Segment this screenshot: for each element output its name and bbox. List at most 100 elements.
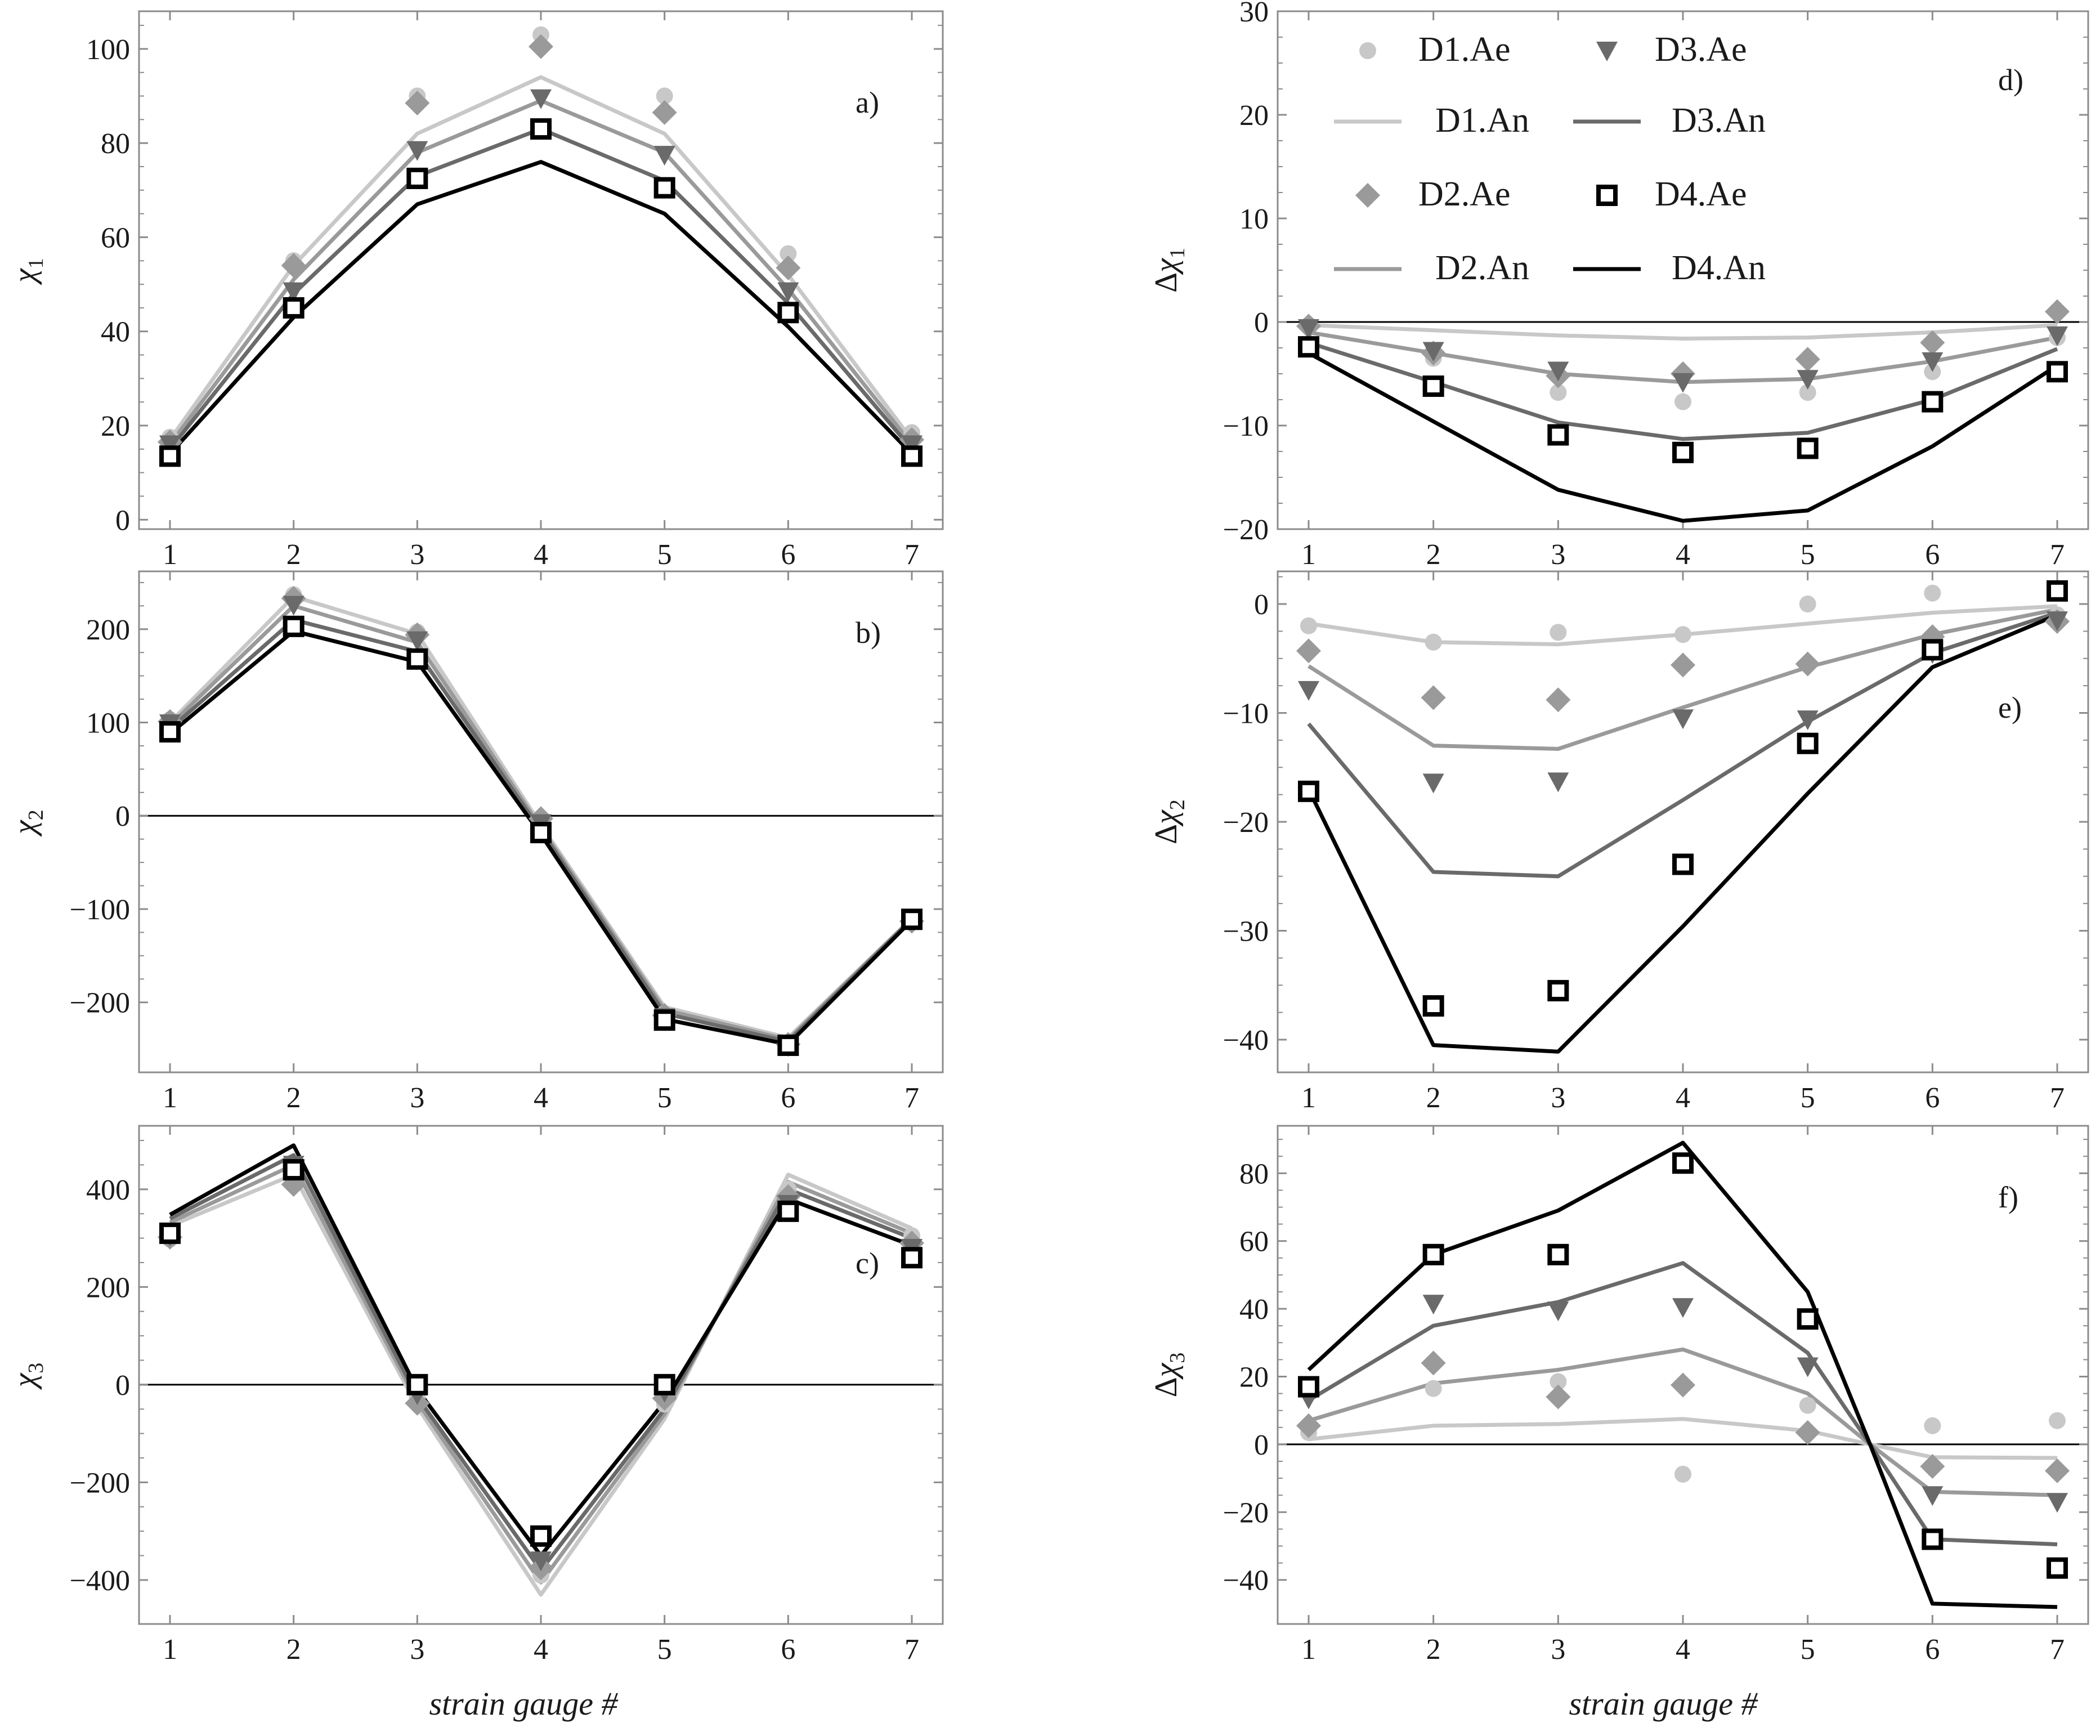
data-point-d2-ae [652, 100, 677, 125]
y-tick-label: −100 [70, 894, 130, 926]
plot-frame [1277, 570, 2089, 1073]
x-tick-label: 6 [781, 1634, 795, 1666]
legend-item-d2-an: D2.An [1334, 249, 1529, 287]
data-point-d4-ae [283, 615, 305, 637]
x-tick-label: 3 [1551, 1082, 1565, 1114]
data-point-d4-ae [283, 1159, 305, 1181]
y-axis-label: χ2 [7, 809, 48, 837]
data-point-d2-ae [1546, 687, 1571, 713]
x-tick-label: 3 [410, 539, 424, 571]
data-point-d3-ae [1422, 1295, 1444, 1315]
series-line-d1-an [1308, 323, 2058, 341]
data-point-d3-ae [159, 435, 181, 455]
y-tick-label: 20 [1239, 100, 1269, 132]
data-point-d3-ae [283, 596, 305, 616]
data-point-d2-ae [1296, 638, 1321, 664]
circle-marker-icon [1359, 42, 1376, 59]
x-tick-label: 6 [781, 539, 795, 571]
series-line-d1-an [1308, 1417, 2058, 1460]
data-point-d1-ae [1550, 624, 1567, 641]
y-axis-label: Δχ3 [1149, 1353, 1189, 1398]
data-point-d4-ae [1298, 336, 1319, 358]
data-point-d4-ae [1422, 995, 1444, 1017]
legend-label: D2.An [1435, 249, 1529, 287]
y-tick-label: 30 [1239, 0, 1269, 28]
data-point-d2-ae [1296, 1413, 1321, 1438]
data-point-d4-ae [406, 1373, 428, 1395]
data-point-d4-ae [1422, 1243, 1444, 1265]
y-tick-label: 0 [1254, 307, 1269, 339]
data-point-d4-ae [653, 1373, 675, 1395]
data-point-d2-ae [281, 253, 306, 278]
series-line-d3-an [169, 1153, 913, 1573]
data-point-d3-ae [283, 282, 305, 302]
legend-item-d1-an: D1.An [1334, 101, 1529, 140]
y-tick-label: 200 [86, 1272, 130, 1304]
x-tick-label: 5 [657, 1634, 672, 1666]
data-point-d3-ae [1547, 772, 1569, 793]
data-point-d4-ae [777, 302, 799, 324]
data-point-d1-ae [780, 245, 797, 262]
y-axis-label: Δχ1 [1149, 248, 1189, 293]
x-tick-label: 5 [657, 539, 672, 571]
x-tick-label: 6 [781, 1082, 795, 1114]
plot-frame [138, 10, 944, 530]
data-point-d4-ae [901, 909, 923, 930]
data-point-d3-ae [901, 435, 923, 455]
data-point-d4-ae [1797, 732, 1819, 754]
data-point-d4-ae [1922, 639, 1944, 661]
x-tick-label: 2 [286, 1082, 301, 1114]
chart-panel-a: 1 2 3 4 5 6 7 0 20 40 60 80 100 χ1 a) [7, 10, 944, 571]
x-tick-label: 6 [1925, 1082, 1940, 1114]
x-tick-label: 7 [905, 1634, 919, 1666]
data-point-d3-ae [1298, 681, 1319, 701]
data-point-d3-ae [2047, 326, 2068, 346]
chart-panel-e: 1 2 3 4 5 6 7 −40 −30 −20 −10 0 Δχ2 e) [1149, 570, 2089, 1114]
x-tick-label: 7 [2050, 1082, 2065, 1114]
data-point-d3-ae [1922, 352, 1944, 372]
x-tick-label: 7 [905, 1082, 919, 1114]
y-tick-label: 400 [86, 1174, 130, 1206]
x-tick-label: 1 [163, 1634, 177, 1666]
y-tick-label: 80 [101, 128, 130, 160]
x-tick-label: 4 [534, 1634, 548, 1666]
data-point-d4-ae [530, 1525, 552, 1547]
series-line-d2-an [169, 1162, 913, 1585]
y-tick-label: −40 [1223, 1024, 1269, 1057]
y-tick-label: 100 [86, 707, 130, 739]
data-point-d2-ae [1421, 685, 1446, 710]
legend-label: D3.Ae [1655, 30, 1747, 69]
legend-label: D1.Ae [1418, 30, 1511, 69]
x-tick-label: 3 [410, 1634, 424, 1666]
data-point-d4-ae [777, 1200, 799, 1222]
data-point-d3-ae [2047, 611, 2068, 632]
y-axis-label: χ1 [7, 258, 48, 285]
x-tick-label: 5 [657, 1082, 672, 1114]
y-tick-label: 60 [1239, 1226, 1269, 1258]
data-point-d3-ae [406, 141, 428, 161]
data-point-d1-ae [1799, 384, 1816, 401]
y-tick-label: 100 [86, 34, 130, 66]
data-point-d1-ae [2049, 1412, 2066, 1429]
chart-panel-b: 1 2 3 4 5 6 7 −200 −100 0 100 200 χ2 b) [7, 570, 944, 1114]
data-point-d4-ae [1547, 979, 1569, 1001]
x-tick-label: 7 [905, 539, 919, 571]
data-point-d4-ae [530, 822, 552, 844]
data-point-d2-ae [1795, 651, 1820, 677]
y-tick-label: −10 [1223, 410, 1269, 442]
y-tick-label: 0 [115, 504, 130, 536]
legend-label: D4.Ae [1655, 175, 1747, 213]
data-point-d4-ae [1547, 424, 1569, 446]
data-point-d3-ae [1298, 319, 1319, 339]
data-point-d4-ae [1672, 1152, 1694, 1174]
data-point-d4-ae [901, 445, 923, 467]
open-square-marker-icon [1596, 185, 1618, 206]
x-tick-label: 3 [1551, 1634, 1565, 1666]
x-tick-label: 6 [1925, 1634, 1940, 1666]
series-line-d3-an [1308, 1261, 2058, 1547]
y-tick-label: 0 [115, 1370, 130, 1402]
data-point-d3-ae [777, 282, 799, 302]
data-point-d4-ae [159, 1222, 181, 1244]
data-point-d3-ae [1672, 709, 1694, 730]
